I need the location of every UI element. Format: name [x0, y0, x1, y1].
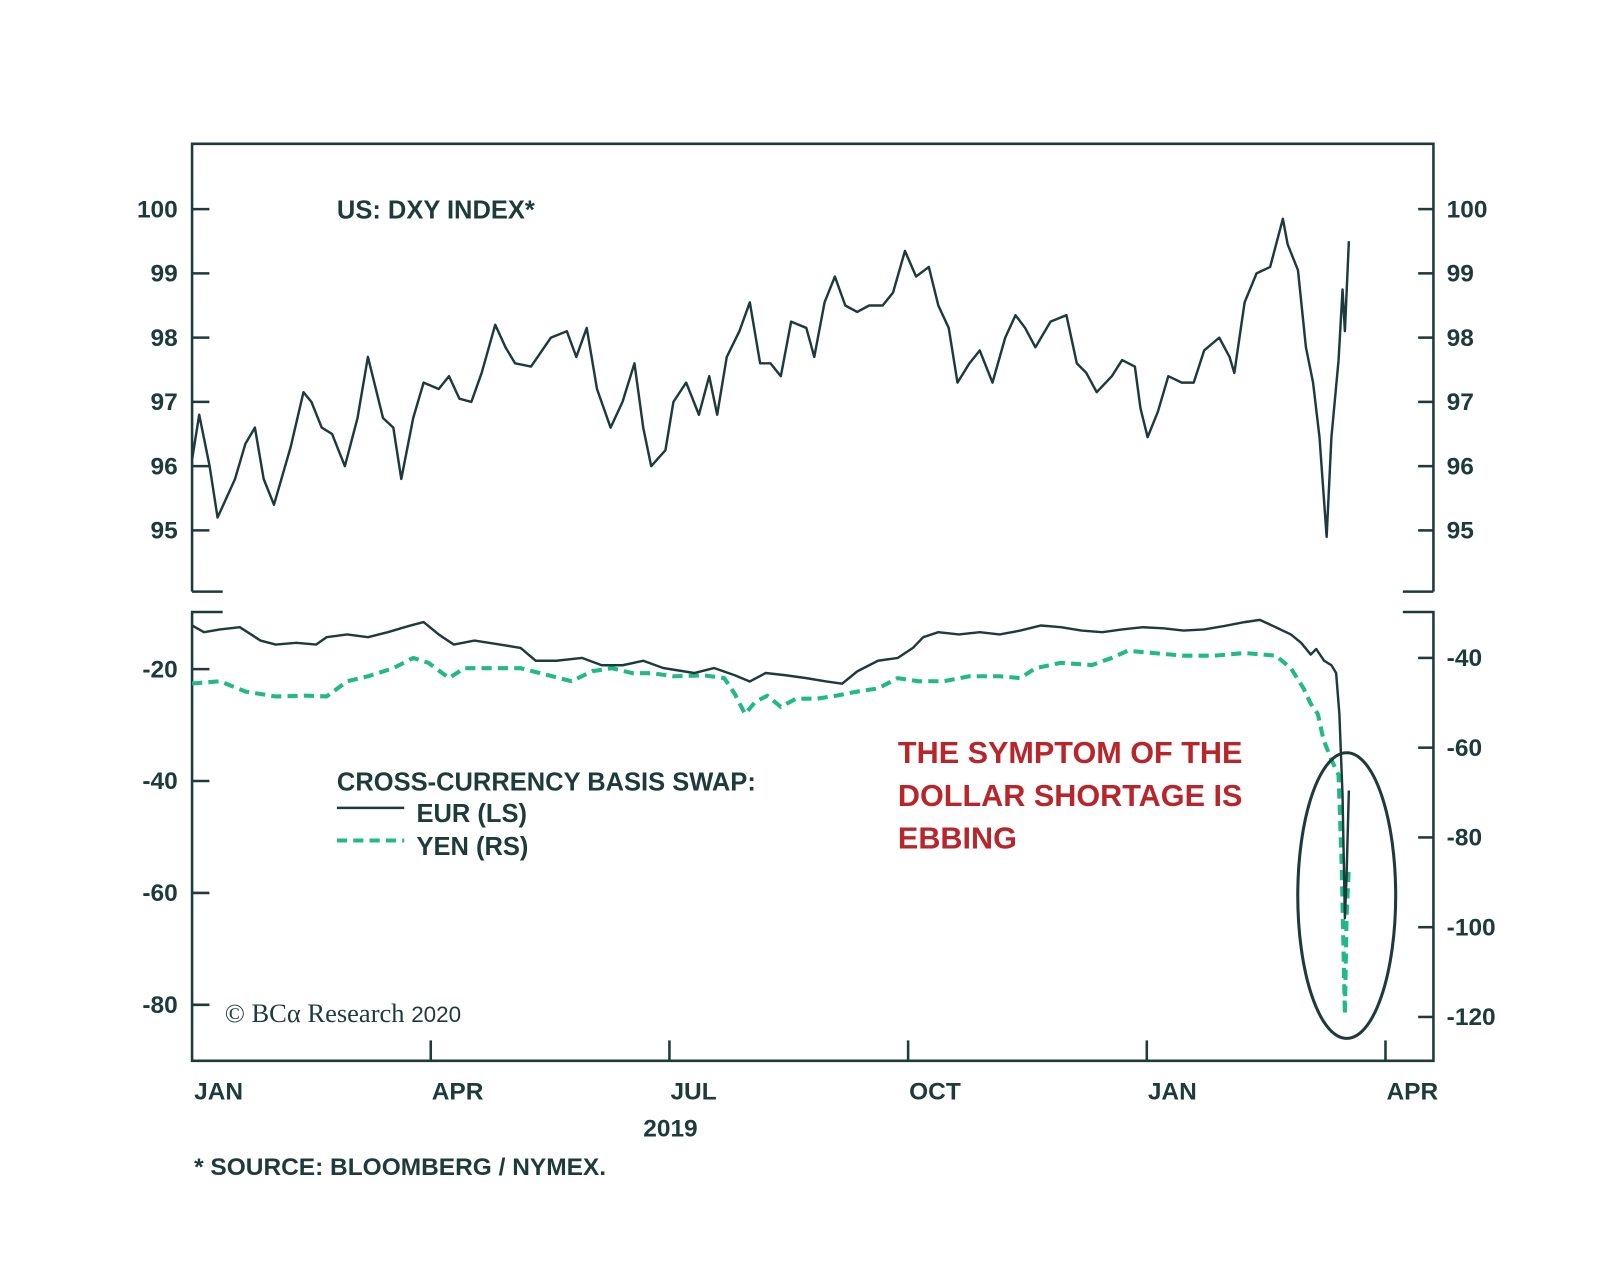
y-tick-label-top-left: 96	[151, 453, 178, 480]
x-tick-label: JUL	[670, 1079, 716, 1106]
y-tick-label-bottom-right: -120	[1447, 1004, 1496, 1031]
legend-label-eur: EUR (LS)	[416, 800, 527, 828]
yen-basis-line	[191, 648, 1351, 1017]
legend: CROSS-CURRENCY BASIS SWAP: EUR (LS) YEN …	[337, 769, 756, 861]
y-tick-label-top-right: 98	[1447, 325, 1474, 352]
y-tick-label-bottom-right: -40	[1447, 645, 1482, 672]
y-tick-label-top-left: 97	[151, 389, 178, 416]
copyright: © BCα Research 2020	[225, 998, 461, 1028]
y-tick-label-top-right: 100	[1447, 196, 1488, 223]
x-tick-label: JAN	[1148, 1079, 1197, 1106]
y-tick-label-bottom-right: -100	[1447, 914, 1496, 941]
annotation: THE SYMPTOM OF THE DOLLAR SHORTAGE IS EB…	[898, 736, 1242, 856]
footnote: * SOURCE: BLOOMBERG / NYMEX.	[194, 1154, 606, 1181]
y-tick-label-bottom-right: -80	[1447, 825, 1482, 852]
copyright-year: 2020	[411, 1002, 461, 1027]
series-lines	[190, 217, 1351, 1017]
y-tick-label-bottom-left: -80	[142, 992, 177, 1019]
x-tick-label: APR	[1387, 1079, 1439, 1106]
dxy-line	[190, 217, 1351, 539]
y-tick-label-top-right: 99	[1447, 261, 1474, 288]
year-label: 2019	[643, 1115, 697, 1142]
y-tick-label-bottom-left: -20	[142, 656, 177, 683]
y-tick-label-top-left: 99	[151, 261, 178, 288]
y-tick-label-bottom-right: -60	[1447, 735, 1482, 762]
bottom-panel-frame	[190, 610, 1435, 1063]
x-tick-label: OCT	[909, 1079, 961, 1106]
annotation-line-1: THE SYMPTOM OF THE	[898, 736, 1242, 770]
y-tick-label-top-right: 95	[1447, 518, 1474, 545]
copyright-symbol: ©	[225, 998, 245, 1028]
y-tick-label-top-left: 98	[151, 325, 178, 352]
eur-basis-line	[191, 618, 1351, 920]
annotation-line-2: DOLLAR SHORTAGE IS	[898, 779, 1242, 813]
x-tick-label: APR	[432, 1079, 484, 1106]
y-tick-label-top-left: 95	[151, 518, 178, 545]
highlight-ellipse	[1296, 751, 1398, 1040]
top-panel-title: US: DXY INDEX*	[337, 196, 535, 224]
y-tick-label-top-left: 100	[137, 196, 178, 223]
plot-frame	[190, 142, 1435, 1063]
y-tick-label-bottom-left: -60	[142, 880, 177, 907]
top-panel-frame	[190, 142, 1435, 593]
copyright-brand: BCα Research	[252, 998, 405, 1028]
y-tick-label-top-right: 96	[1447, 453, 1474, 480]
legend-label-yen: YEN (RS)	[416, 833, 528, 861]
axis-ticks: 95 95 96 96 97 97 98 98 99 99 100 100 -20 -40 -60 -80 -4…	[137, 196, 1496, 1105]
x-tick-label: JAN	[194, 1079, 243, 1106]
legend-title: CROSS-CURRENCY BASIS SWAP:	[337, 769, 756, 797]
annotation-line-3: EBBING	[898, 822, 1017, 856]
y-tick-label-bottom-left: -40	[142, 768, 177, 795]
y-tick-label-top-right: 97	[1447, 389, 1474, 416]
